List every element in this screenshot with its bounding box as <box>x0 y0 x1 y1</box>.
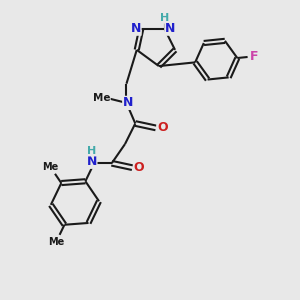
Text: O: O <box>157 122 168 134</box>
Text: O: O <box>134 161 144 174</box>
Text: N: N <box>165 22 175 35</box>
Text: H: H <box>160 13 169 23</box>
Text: Me: Me <box>42 162 58 172</box>
Text: H: H <box>87 146 96 156</box>
Text: Me: Me <box>93 94 110 103</box>
Text: F: F <box>250 50 258 63</box>
Text: N: N <box>123 96 133 110</box>
Text: N: N <box>86 155 97 168</box>
Text: N: N <box>131 22 141 35</box>
Text: Me: Me <box>48 237 64 247</box>
